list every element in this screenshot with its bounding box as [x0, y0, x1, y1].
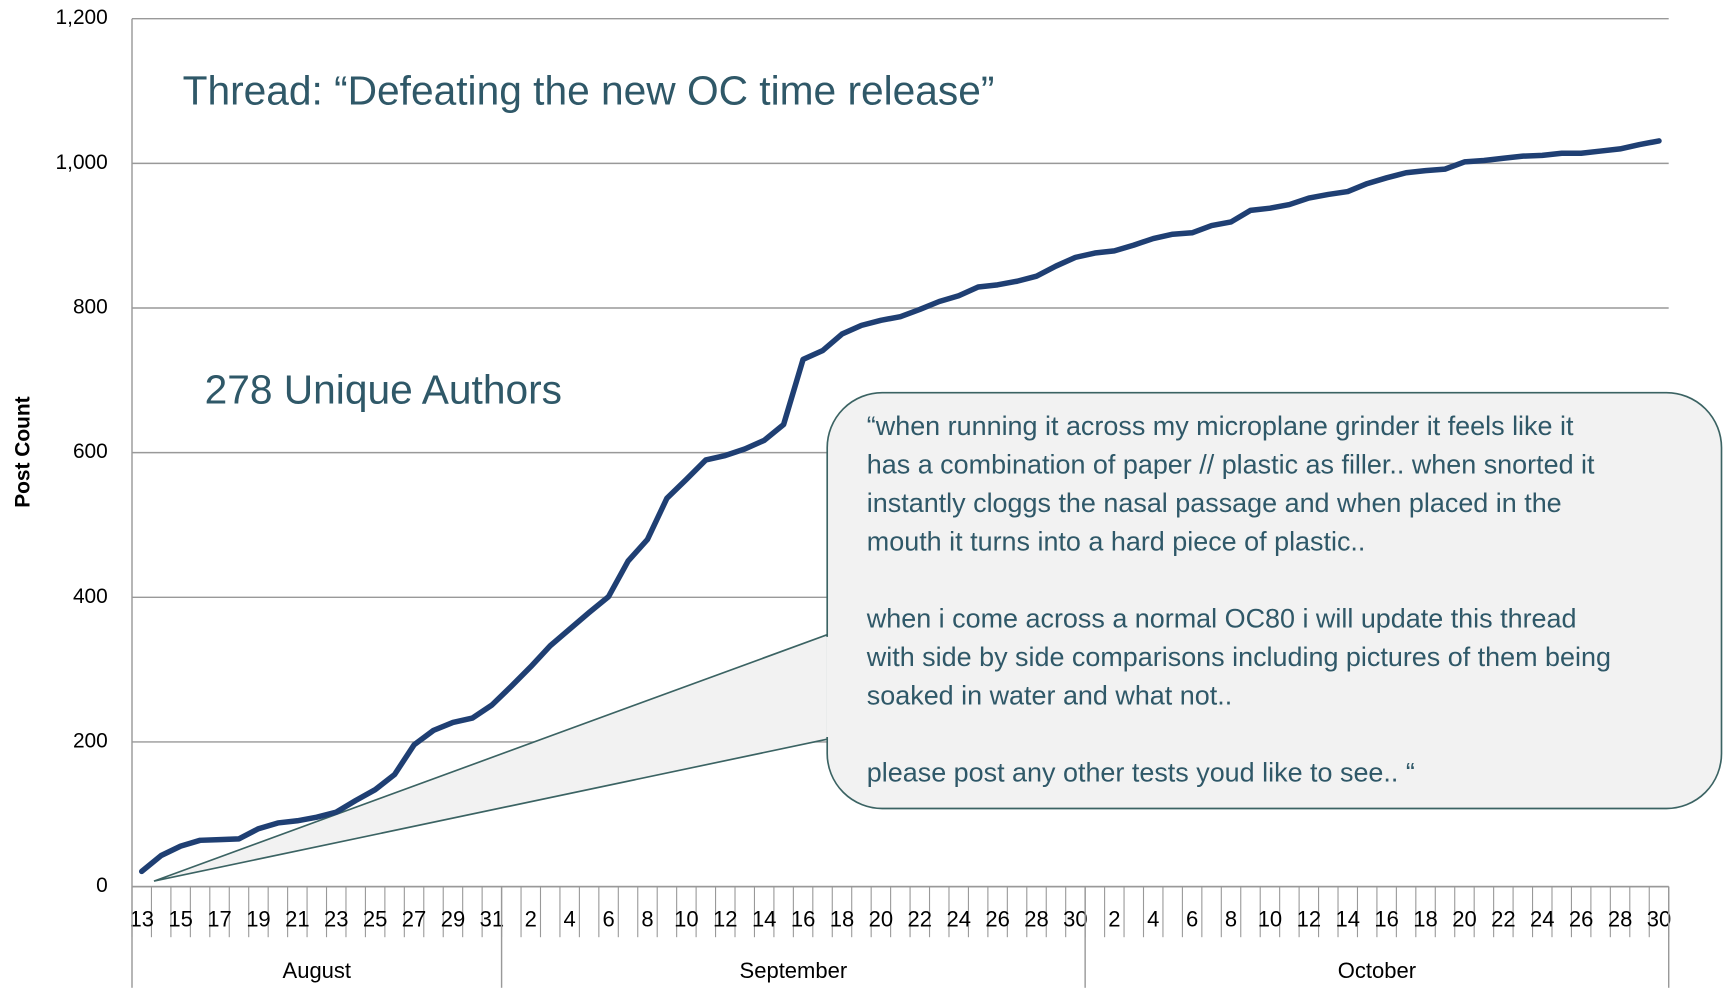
x-tick-label: 8 [641, 907, 653, 932]
x-tick-label: 2 [1108, 907, 1120, 932]
x-tick-label: 16 [791, 907, 815, 932]
x-tick-label: 18 [1413, 907, 1437, 932]
annotation: 278 Unique Authors [205, 366, 562, 412]
callout-text: with side by side comparisons including … [866, 642, 1611, 672]
callout-text: when i come across a normal OC80 i will … [866, 604, 1577, 634]
x-tick-label: 20 [1452, 907, 1476, 932]
y-tick-label: 1,200 [56, 6, 108, 29]
x-tick-label: 2 [525, 907, 537, 932]
x-tick-label: 6 [1186, 907, 1198, 932]
y-tick-label: 400 [73, 585, 108, 608]
x-tick-label: 10 [674, 907, 698, 932]
x-tick-label: 30 [1647, 907, 1671, 932]
callout-text: instantly cloggs the nasal passage and w… [867, 488, 1562, 518]
x-tick-label: 20 [869, 907, 893, 932]
chart-title: Thread: “Defeating the new OC time relea… [183, 67, 995, 113]
x-tick-label: 24 [946, 907, 970, 932]
callout-text: “when running it across my microplane gr… [867, 411, 1574, 441]
x-tick-label: 12 [1297, 907, 1321, 932]
y-axis-label: Post Count [12, 396, 35, 507]
x-tick-label: 22 [1491, 907, 1515, 932]
x-tick-label: 19 [246, 907, 270, 932]
y-tick-label: 200 [73, 729, 108, 752]
x-tick-label: 25 [363, 907, 387, 932]
x-tick-label: 28 [1608, 907, 1632, 932]
x-tick-label: 26 [1569, 907, 1593, 932]
x-tick-label: 13 [129, 907, 153, 932]
y-tick-label: 0 [96, 874, 108, 897]
x-tick-label: 4 [1147, 907, 1159, 932]
x-tick-label: 16 [1374, 907, 1398, 932]
y-tick-label: 1,000 [56, 151, 108, 174]
month-label: August [283, 958, 352, 983]
x-tick-label: 12 [713, 907, 737, 932]
x-tick-label: 31 [480, 907, 504, 932]
plot: Post Count 0 200 400 600 800 1,000 1,200 13 15 17… [12, 6, 1723, 988]
callout-text: mouth it turns into a hard piece of plas… [867, 527, 1366, 557]
callout-cover [826, 636, 830, 737]
x-tick-label: 17 [207, 907, 231, 932]
x-tick-label: 14 [1336, 907, 1360, 932]
month-label: October [1338, 958, 1416, 983]
callout-box [826, 391, 1723, 810]
x-tick-label: 6 [602, 907, 614, 932]
callout-text: has a combination of paper // plastic as… [867, 450, 1595, 480]
x-tick-label: 26 [985, 907, 1009, 932]
x-tick-label: 23 [324, 907, 348, 932]
x-tick-label: 29 [441, 907, 465, 932]
x-tick-label: 14 [752, 907, 776, 932]
callout-pointer [153, 633, 829, 882]
y-tick-label: 800 [73, 296, 108, 319]
data-line [138, 138, 1662, 875]
x-tick-label: 28 [1024, 907, 1048, 932]
x-tick-label: 8 [1225, 907, 1237, 932]
callout-text: please post any other tests youd like to… [867, 758, 1415, 788]
x-tick-label: 10 [1258, 907, 1282, 932]
x-tick-label: 30 [1063, 907, 1087, 932]
x-tick-label: 24 [1530, 907, 1554, 932]
x-tick-label: 21 [285, 907, 309, 932]
x-tick-label: 15 [168, 907, 192, 932]
x-tick-label: 22 [908, 907, 932, 932]
y-tick-label: 600 [73, 440, 108, 463]
callout-text: soaked in water and what not.. [867, 681, 1232, 711]
x-tick-label: 27 [402, 907, 426, 932]
x-tick-label: 18 [830, 907, 854, 932]
x-tick-label: 4 [564, 907, 576, 932]
month-label: September [740, 958, 848, 983]
